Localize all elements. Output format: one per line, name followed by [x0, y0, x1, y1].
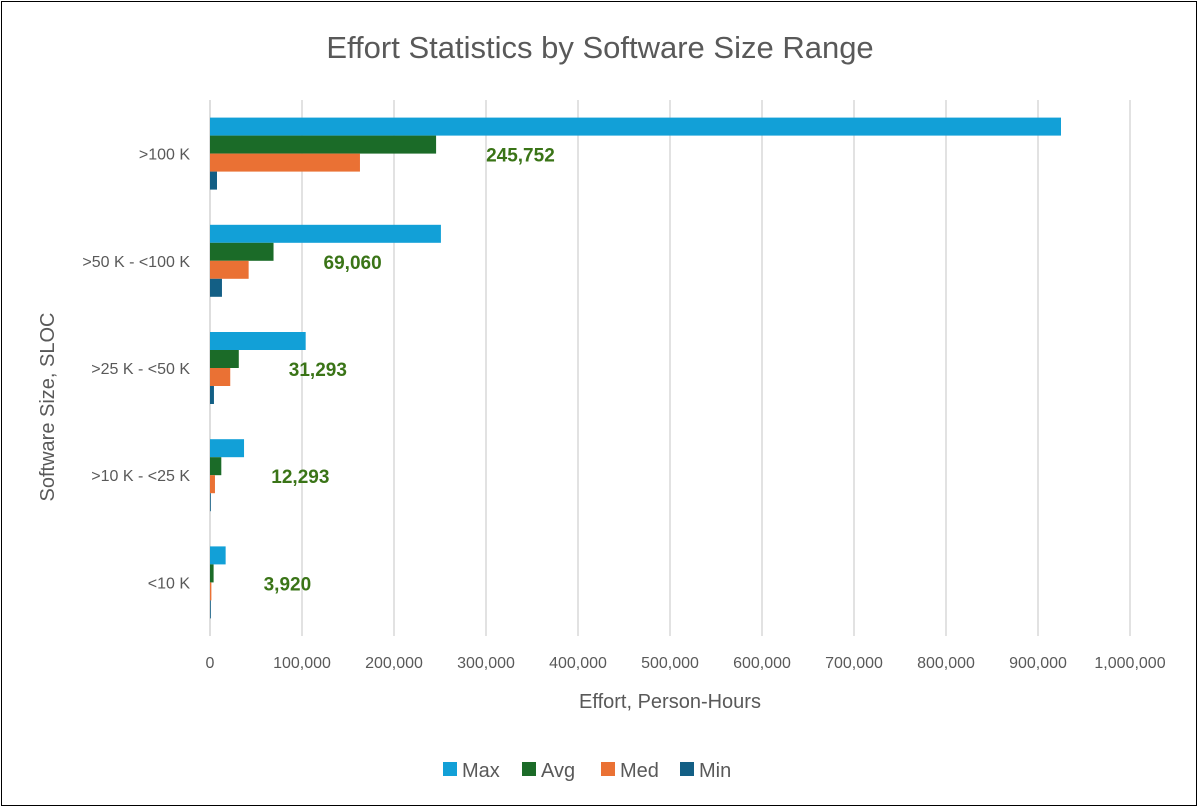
data-label: 31,293: [289, 360, 347, 381]
x-tick-label: 600,000: [733, 655, 791, 672]
bar-max: [210, 439, 245, 458]
bar-avg: [210, 135, 437, 154]
x-tick-label: 400,000: [549, 655, 607, 672]
legend-label: Max: [462, 760, 500, 782]
legend-swatch: [680, 762, 694, 776]
y-tick-label: >25 K - <50 K: [91, 361, 190, 378]
x-tick-label: 900,000: [1009, 655, 1067, 672]
legend-label: Min: [699, 760, 731, 782]
legend-swatch: [522, 762, 536, 776]
y-tick-label: <10 K: [148, 575, 191, 592]
bar-avg: [210, 242, 274, 261]
x-tick-label: 1,000,000: [1094, 655, 1165, 672]
x-tick-label: 500,000: [641, 655, 699, 672]
data-label: 69,060: [324, 253, 382, 274]
y-axis-label: Software Size, SLOC: [37, 313, 59, 502]
legend-label: Med: [620, 760, 659, 782]
legend-label: Avg: [541, 760, 575, 782]
x-tick-label: 800,000: [917, 655, 975, 672]
bar-max: [210, 332, 306, 350]
bar-med: [210, 475, 215, 494]
bar-avg: [210, 564, 214, 583]
bar-min: [210, 386, 214, 404]
bar-min: [210, 600, 211, 619]
x-tick-label: 200,000: [365, 655, 423, 672]
bar-avg: [210, 350, 239, 368]
bar-max: [210, 546, 226, 565]
data-label: 3,920: [264, 574, 312, 595]
legend-swatch: [443, 762, 457, 776]
chart-title: Effort Statistics by Software Size Range: [326, 30, 873, 65]
x-tick-label: 100,000: [273, 655, 331, 672]
legend-swatch: [601, 762, 615, 776]
bar-min: [210, 493, 211, 512]
bar-med: [210, 153, 360, 172]
x-axis-label: Effort, Person-Hours: [579, 691, 761, 713]
x-tick-label: 0: [206, 655, 215, 672]
bar-min: [210, 171, 217, 190]
bar-max: [210, 117, 1061, 136]
bar-med: [210, 582, 212, 601]
bar-med: [210, 368, 231, 386]
data-label: 245,752: [486, 146, 555, 167]
y-tick-label: >10 K - <25 K: [91, 468, 190, 485]
y-tick-label: >50 K - <100 K: [82, 254, 190, 271]
bar-min: [210, 278, 222, 297]
x-tick-label: 300,000: [457, 655, 515, 672]
data-label: 12,293: [271, 467, 329, 488]
x-tick-label: 700,000: [825, 655, 883, 672]
y-tick-label: >100 K: [139, 147, 190, 164]
bar-avg: [210, 457, 222, 476]
bar-med: [210, 260, 249, 279]
bar-max: [210, 224, 441, 243]
